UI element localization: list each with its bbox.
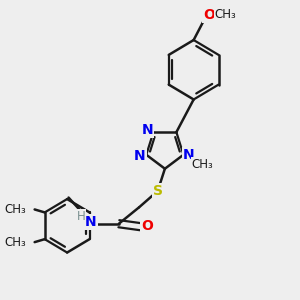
- Text: O: O: [203, 8, 215, 22]
- Text: CH₃: CH₃: [4, 203, 26, 216]
- Text: CH₃: CH₃: [214, 8, 236, 21]
- Text: O: O: [141, 219, 153, 233]
- Text: N: N: [141, 123, 153, 137]
- Text: H: H: [77, 210, 86, 223]
- Text: N: N: [134, 149, 146, 163]
- Text: N: N: [85, 215, 97, 229]
- Text: N: N: [183, 148, 194, 162]
- Text: S: S: [153, 184, 163, 198]
- Text: CH₃: CH₃: [191, 158, 213, 171]
- Text: CH₃: CH₃: [4, 236, 26, 249]
